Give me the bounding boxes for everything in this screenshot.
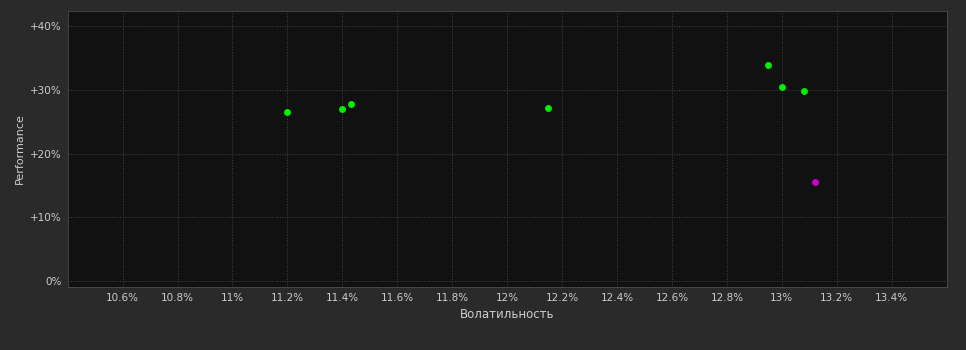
Point bbox=[796, 89, 811, 94]
Point bbox=[774, 84, 789, 90]
X-axis label: Волатильность: Волатильность bbox=[460, 308, 554, 321]
Point bbox=[760, 62, 776, 67]
Point bbox=[334, 106, 350, 112]
Point bbox=[343, 101, 358, 107]
Y-axis label: Performance: Performance bbox=[14, 113, 25, 184]
Point bbox=[807, 179, 822, 185]
Point bbox=[279, 110, 295, 115]
Point bbox=[541, 105, 556, 111]
